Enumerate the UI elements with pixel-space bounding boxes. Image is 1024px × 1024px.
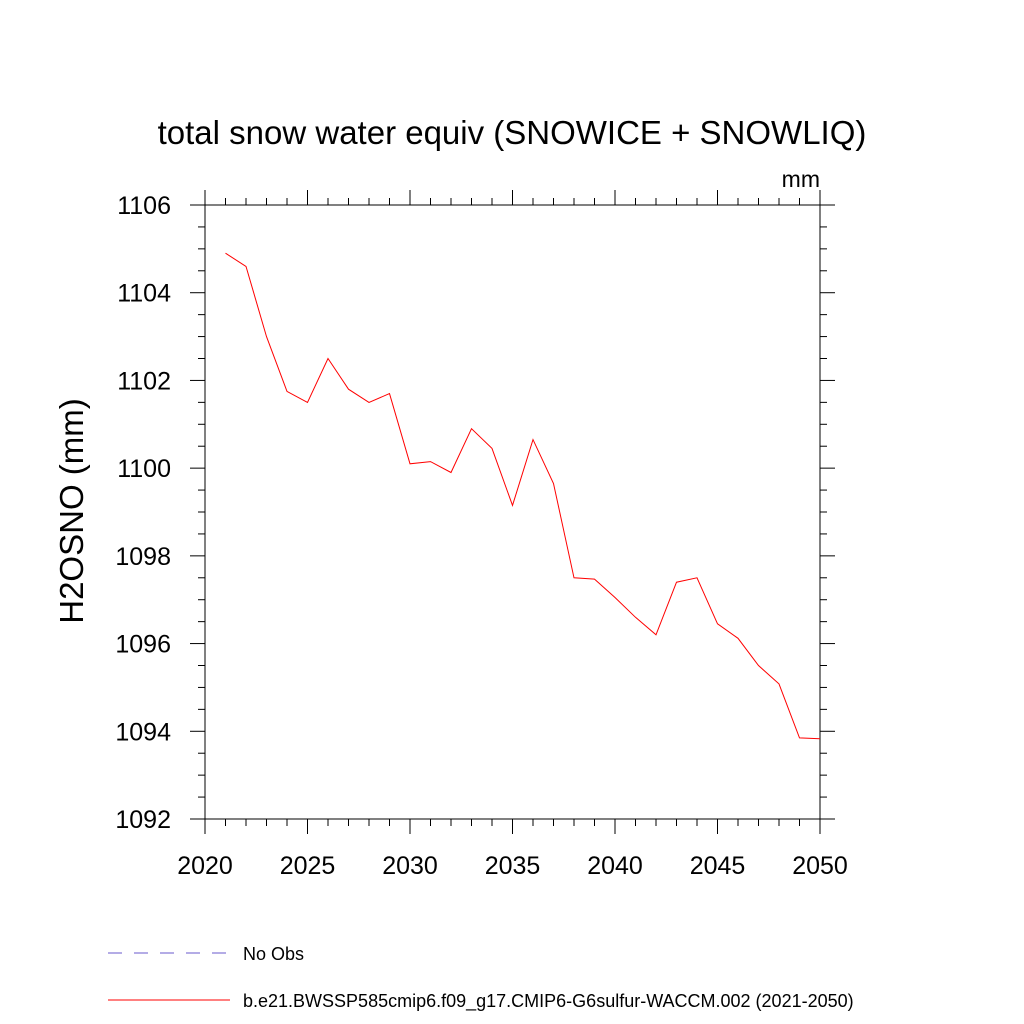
tick-labels: 2020 2025 2030 2035 2040 2045 2050 1092 1094 1096… [115,192,847,880]
axis-ticks [190,190,835,834]
x-tick-label: 2035 [485,852,541,880]
legend: No Obs b.e21.BWSSP585cmip6.f09_g17.CMIP6-… [108,944,854,1012]
units-label: mm [782,166,820,192]
y-tick-label: 1100 [117,455,171,483]
x-tick-label: 2050 [792,852,848,880]
legend-label: b.e21.BWSSP585cmip6.f09_g17.CMIP6-G6sulf… [243,991,854,1012]
y-tick-label: 1098 [115,543,171,571]
plot-frame [204,204,821,820]
x-tick-label: 2025 [280,852,336,880]
y-tick-label: 1106 [117,192,171,220]
x-tick-label: 2030 [382,852,438,880]
y-tick-label: 1104 [117,280,171,308]
series-line [225,252,821,740]
y-tick-label: 1096 [115,631,171,659]
chart-title: total snow water equiv (SNOWICE + SNOWLI… [158,114,867,151]
y-tick-label: 1092 [115,806,171,834]
x-tick-label: 2045 [690,852,746,880]
x-tick-label: 2020 [177,852,233,880]
y-tick-label: 1094 [115,718,171,746]
y-tick-label: 1102 [117,367,171,395]
y-axis-label: H2OSNO (mm) [53,398,90,624]
data-series [225,252,821,740]
legend-label: No Obs [243,944,304,964]
x-tick-label: 2040 [587,852,643,880]
